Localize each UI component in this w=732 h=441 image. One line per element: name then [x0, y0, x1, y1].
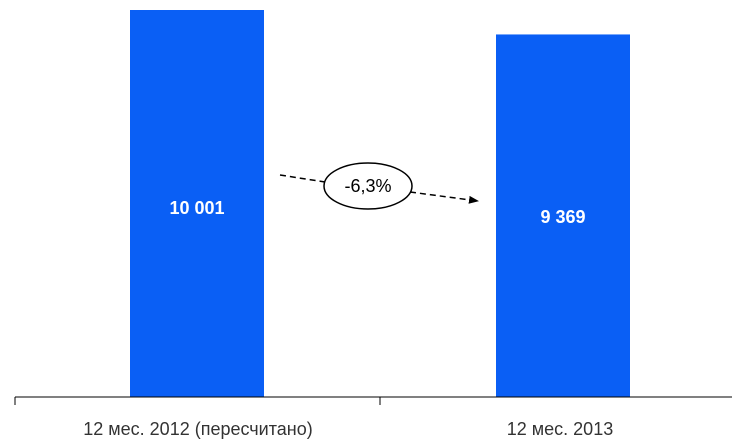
data-label-2012: 10 001 [169, 198, 224, 218]
change-percent-label: -6,3% [344, 176, 391, 196]
bar-2012 [130, 10, 264, 397]
x-tick-label-2012: 12 мес. 2012 (пересчитано) [83, 419, 312, 439]
data-label-2013: 9 369 [540, 207, 585, 227]
change-arrow-left [279, 174, 326, 183]
bar-2013 [496, 34, 630, 397]
change-ellipse [323, 162, 413, 210]
change-arrow-right [409, 191, 479, 204]
x-tick-label-2013: 12 мес. 2013 [507, 419, 613, 439]
